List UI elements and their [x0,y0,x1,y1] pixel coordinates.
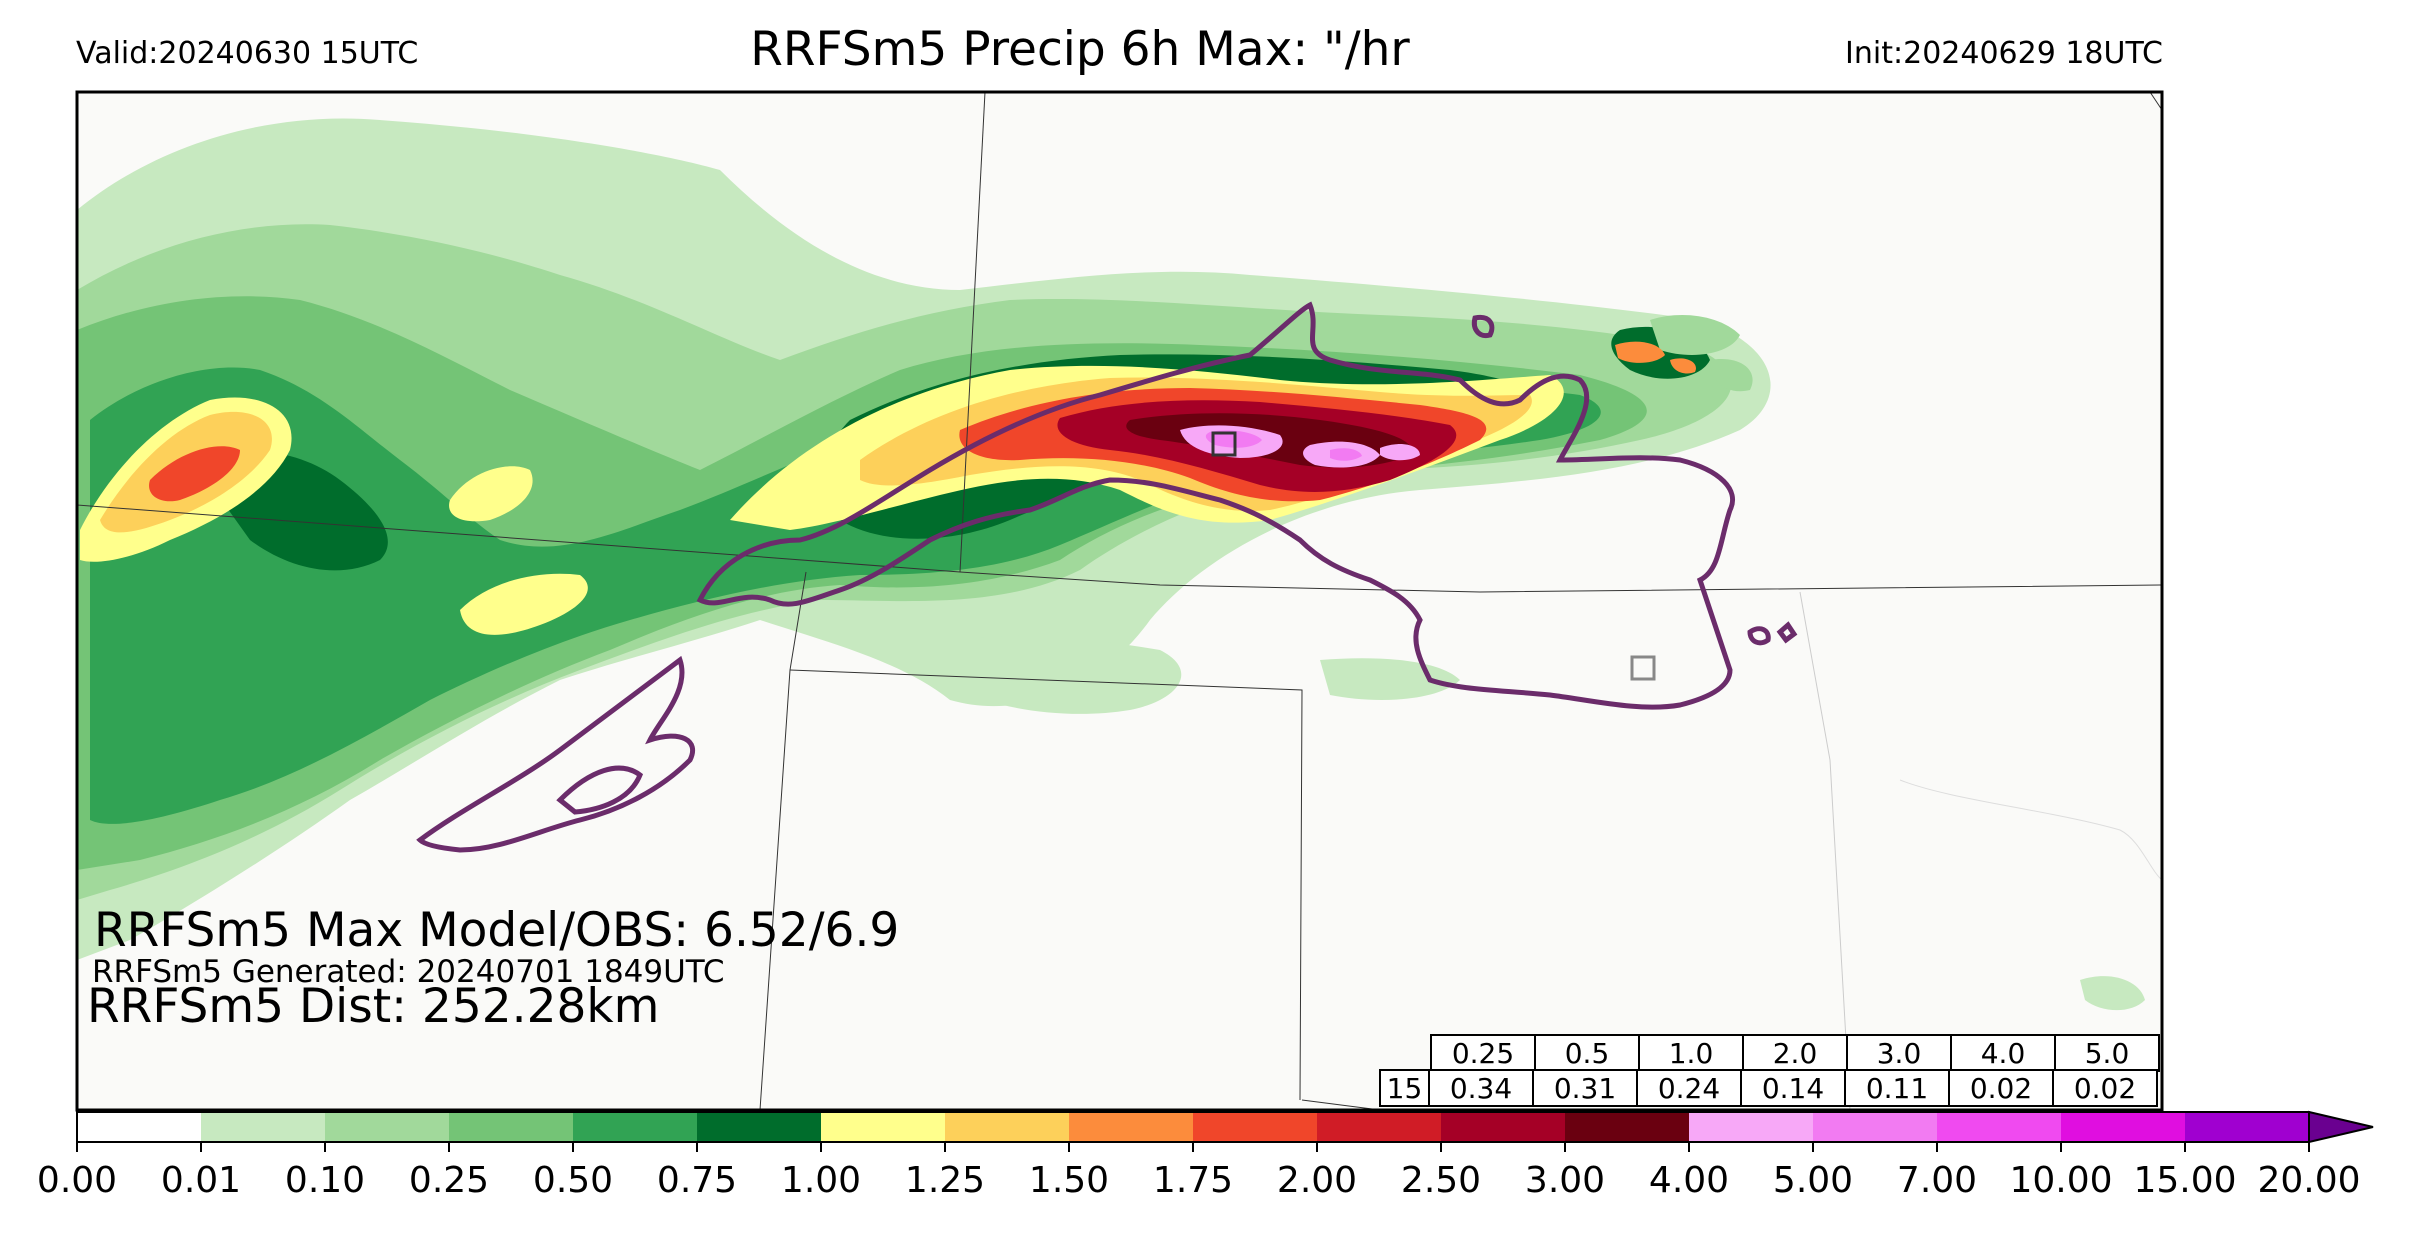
colorbar-segment [1565,1112,1689,1142]
colorbar-tick-label: 0.01 [160,1160,242,1201]
threshold-cell: 4.0 [1950,1034,2056,1072]
value-cell: 0.11 [1844,1069,1950,1107]
colorbar-tick-label: 0.75 [656,1160,738,1201]
colorbar-tick-label: 1.25 [904,1160,986,1201]
colorbar-segment [1069,1112,1193,1142]
colorbar-segment [449,1112,573,1142]
state-boundaries [77,92,2162,1110]
map-frame [75,90,2164,1112]
colorbar-tick-label: 4.00 [1648,1160,1730,1201]
init-time-label: Init:20240629 18UTC [1845,36,2163,71]
value-cell: 0.34 [1428,1069,1534,1107]
colorbar-segment [2185,1112,2309,1142]
colorbar-tick-label: 20.00 [2257,1160,2361,1201]
colorbar-extend-arrow [2308,1110,2374,1144]
colorbar-tick-label: 1.00 [780,1160,862,1201]
colorbar-segment [2061,1112,2185,1142]
precip-field [77,118,2145,1011]
threshold-cell: 5.0 [2054,1034,2160,1072]
colorbar-segment [77,1112,201,1142]
colorbar-segment [325,1112,449,1142]
colorbar-segment [697,1112,821,1142]
colorbar-segment [1937,1112,2061,1142]
colorbar-tick-label: 0.00 [36,1160,118,1201]
colorbar-tick-label: 0.25 [408,1160,490,1201]
colorbar-segment [201,1112,325,1142]
colorbar-tick-label: 7.00 [1896,1160,1978,1201]
value-cell: 0.02 [2052,1069,2158,1107]
valid-time-label: Valid:20240630 15UTC [76,36,419,71]
colorbar-segment [573,1112,697,1142]
value-cell: 0.14 [1740,1069,1846,1107]
colorbar-tick-label: 2.00 [1276,1160,1358,1201]
precip-shade-patch-orange [1615,341,1696,374]
distance-label: RRFSm5 Dist: 252.28km [87,979,660,1034]
value-cell: 0.31 [1532,1069,1638,1107]
colorbar-tick-label: 0.50 [532,1160,614,1201]
threshold-cell: 0.5 [1534,1034,1640,1072]
max-model-marker [1211,431,1237,457]
colorbar-tick-label: 15.00 [2133,1160,2237,1201]
threshold-value-table: 15 0.34 0.31 0.24 0.14 0.11 0.02 0.02 [1379,1069,2158,1107]
generated-label: RRFSm5 Generated: 20240701 1849UTC [92,954,725,990]
threshold-cell: 2.0 [1742,1034,1848,1072]
colorbar-tick-label: 10.00 [2009,1160,2113,1201]
obs-contour [416,301,1798,853]
colorbar-segment [1813,1112,1937,1142]
map-title: RRFSm5 Precip 6h Max: "/hr [750,22,1410,77]
threshold-cell: 1.0 [1638,1034,1744,1072]
colorbar-tick-label: 2.50 [1400,1160,1482,1201]
colorbar-tick-label: 0.10 [284,1160,366,1201]
precip-shade-south-light [960,635,2145,1011]
threshold-cell: 0.25 [1430,1034,1536,1072]
colorbar-tick-label: 1.75 [1152,1160,1234,1201]
threshold-header-table: 0.25 0.5 1.0 2.0 3.0 4.0 5.0 [1430,1034,2160,1072]
colorbar-tick-label: 1.50 [1028,1160,1110,1201]
colorbar-tick-label: 3.00 [1524,1160,1606,1201]
colorbar-segment [1193,1112,1317,1142]
max-obs-marker [1630,655,1656,681]
precip-shade-patch [1650,315,1753,392]
colorbar-segment [1689,1112,1813,1142]
colorbar-segment [1441,1112,1565,1142]
value-cell: 0.02 [1948,1069,2054,1107]
colorbar-segment [945,1112,1069,1142]
row-label-cell: 15 [1379,1069,1430,1107]
threshold-cell: 3.0 [1846,1034,1952,1072]
value-cell: 0.24 [1636,1069,1742,1107]
colorbar [76,1110,2374,1152]
colorbar-tick-label: 5.00 [1772,1160,1854,1201]
colorbar-segment [821,1112,945,1142]
precip-shade-magenta [1205,430,1362,461]
colorbar-segment [1317,1112,1441,1142]
max-model-obs-label: RRFSm5 Max Model/OBS: 6.52/6.9 [94,903,900,958]
